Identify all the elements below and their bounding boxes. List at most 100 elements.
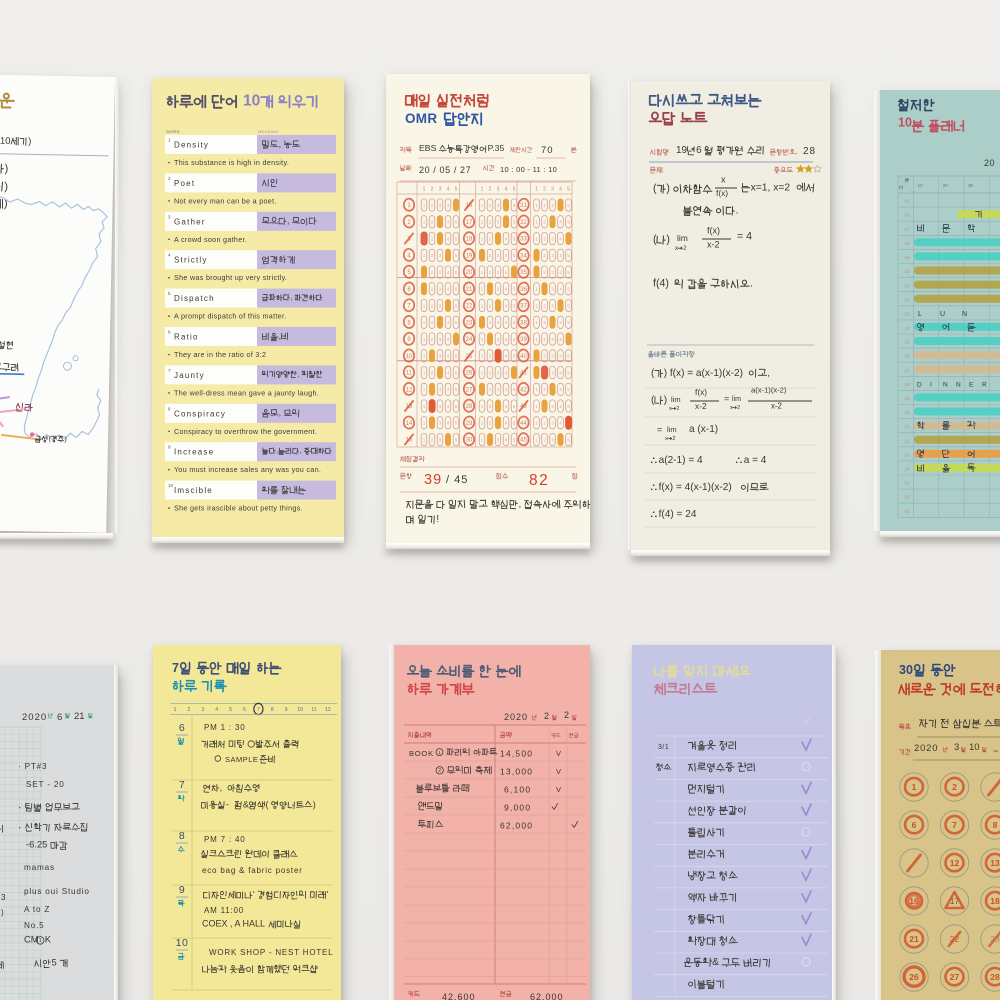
svg-text:4: 4	[505, 421, 508, 426]
svg-text:She was brought up very strict: She was brought up very strictly.	[174, 273, 287, 282]
svg-text:x=1, x=2: x=1, x=2	[751, 182, 791, 193]
svg-text:31: 31	[520, 203, 527, 209]
svg-text:10: 10	[918, 183, 924, 188]
svg-text:f(4) = 24: f(4) = 24	[659, 509, 697, 520]
svg-text:3: 3	[201, 707, 204, 713]
svg-text:3: 3	[551, 287, 554, 292]
svg-text:5: 5	[513, 404, 516, 409]
svg-text:17: 17	[904, 368, 910, 373]
svg-text:62,000: 62,000	[500, 821, 533, 831]
svg-text:2: 2	[431, 220, 434, 225]
svg-text:8: 8	[993, 820, 998, 830]
svg-text:28: 28	[990, 972, 1000, 982]
svg-text:Conspiracy: Conspiracy	[174, 409, 226, 418]
svg-text:x-2: x-2	[771, 402, 782, 411]
svg-text:44: 44	[520, 421, 527, 427]
svg-text:.: .	[796, 147, 798, 156]
svg-text:09: 09	[904, 255, 910, 260]
svg-text:1: 1	[407, 203, 411, 209]
svg-text:4: 4	[559, 337, 562, 342]
svg-text:3: 3	[497, 220, 500, 225]
svg-text:= 4: = 4	[737, 231, 752, 243]
svg-text:3: 3	[439, 253, 442, 258]
svg-text:1: 1	[481, 337, 484, 342]
svg-text:x: x	[669, 406, 672, 412]
svg-text:a = 4: a = 4	[744, 455, 767, 466]
svg-text:SAMPLE: SAMPLE	[225, 755, 258, 764]
svg-text:3: 3	[497, 387, 500, 392]
svg-text:4: 4	[559, 421, 562, 426]
svg-text:4: 4	[505, 270, 508, 275]
svg-text:2: 2	[543, 387, 546, 392]
svg-text:2: 2	[952, 782, 957, 792]
svg-text:x: x	[665, 436, 668, 442]
svg-text:1: 1	[535, 187, 538, 193]
svg-text:,: ,	[279, 408, 282, 418]
svg-text:23: 23	[466, 320, 473, 326]
svg-text:5: 5	[513, 337, 516, 342]
svg-text:V: V	[556, 785, 561, 794]
svg-text:1: 1	[535, 387, 538, 392]
svg-text:x-2: x-2	[707, 239, 720, 249]
svg-text:9: 9	[285, 707, 288, 713]
svg-text:14: 14	[406, 421, 413, 427]
svg-text:19: 19	[676, 145, 687, 156]
svg-text:12: 12	[950, 858, 960, 868]
svg-text:62,000: 62,000	[530, 992, 564, 1000]
svg-text:37: 37	[520, 304, 527, 310]
svg-text:19: 19	[904, 396, 910, 401]
svg-text:5: 5	[567, 354, 570, 359]
svg-text:): )	[666, 183, 670, 195]
svg-text:3: 3	[551, 421, 554, 426]
svg-text:4: 4	[447, 354, 450, 359]
svg-text:4: 4	[505, 370, 508, 375]
svg-text:Density: Density	[174, 141, 209, 150]
svg-text:EBS: EBS	[419, 143, 437, 153]
svg-text:4: 4	[505, 404, 508, 409]
svg-text:3: 3	[439, 303, 442, 308]
svg-text:4: 4	[505, 387, 508, 392]
svg-text:3: 3	[439, 404, 442, 409]
svg-text:1: 1	[423, 354, 426, 359]
svg-text:29: 29	[466, 421, 473, 427]
svg-text:3: 3	[497, 253, 500, 258]
svg-text:=: =	[657, 424, 662, 434]
svg-text:5: 5	[229, 707, 232, 713]
svg-text:1: 1	[423, 253, 426, 258]
svg-text:4: 4	[447, 236, 450, 241]
svg-text:-6.25: -6.25	[26, 839, 47, 850]
svg-text:6: 6	[57, 712, 62, 723]
svg-text:(10: (10	[0, 136, 11, 147]
svg-text:2: 2	[489, 270, 492, 275]
svg-text:2: 2	[737, 405, 740, 411]
svg-text:): )	[5, 163, 9, 175]
svg-text:Strictly: Strictly	[174, 256, 208, 265]
svg-text:2: 2	[543, 303, 546, 308]
svg-text:3: 3	[497, 287, 500, 292]
svg-text:f(4): f(4)	[653, 278, 669, 290]
svg-text:30: 30	[899, 663, 913, 677]
svg-text:5: 5	[567, 287, 570, 292]
svg-text:1: 1	[912, 782, 917, 792]
svg-text:3: 3	[439, 421, 442, 426]
svg-text:3: 3	[439, 187, 442, 193]
svg-text:1: 1	[481, 303, 484, 308]
svg-text:6: 6	[912, 820, 917, 830]
svg-text:10: 10	[898, 116, 912, 130]
svg-text:2020: 2020	[504, 712, 528, 722]
svg-text:): )	[4, 198, 8, 210]
svg-text:x: x	[675, 246, 678, 252]
svg-text:4: 4	[505, 187, 508, 193]
svg-text:5: 5	[513, 387, 516, 392]
svg-text:32: 32	[520, 220, 527, 226]
svg-text:1: 1	[423, 220, 426, 225]
svg-text:35: 35	[520, 270, 527, 276]
svg-text:2: 2	[543, 203, 546, 208]
svg-text:3: 3	[439, 203, 442, 208]
svg-text:5: 5	[455, 421, 458, 426]
svg-text:05: 05	[904, 199, 910, 204]
svg-text:): )	[4, 181, 8, 193]
svg-text:lim: lim	[732, 396, 741, 403]
svg-text:14,500: 14,500	[500, 749, 533, 759]
svg-text:Not every man can be a poet.: Not every man can be a poet.	[174, 196, 277, 205]
